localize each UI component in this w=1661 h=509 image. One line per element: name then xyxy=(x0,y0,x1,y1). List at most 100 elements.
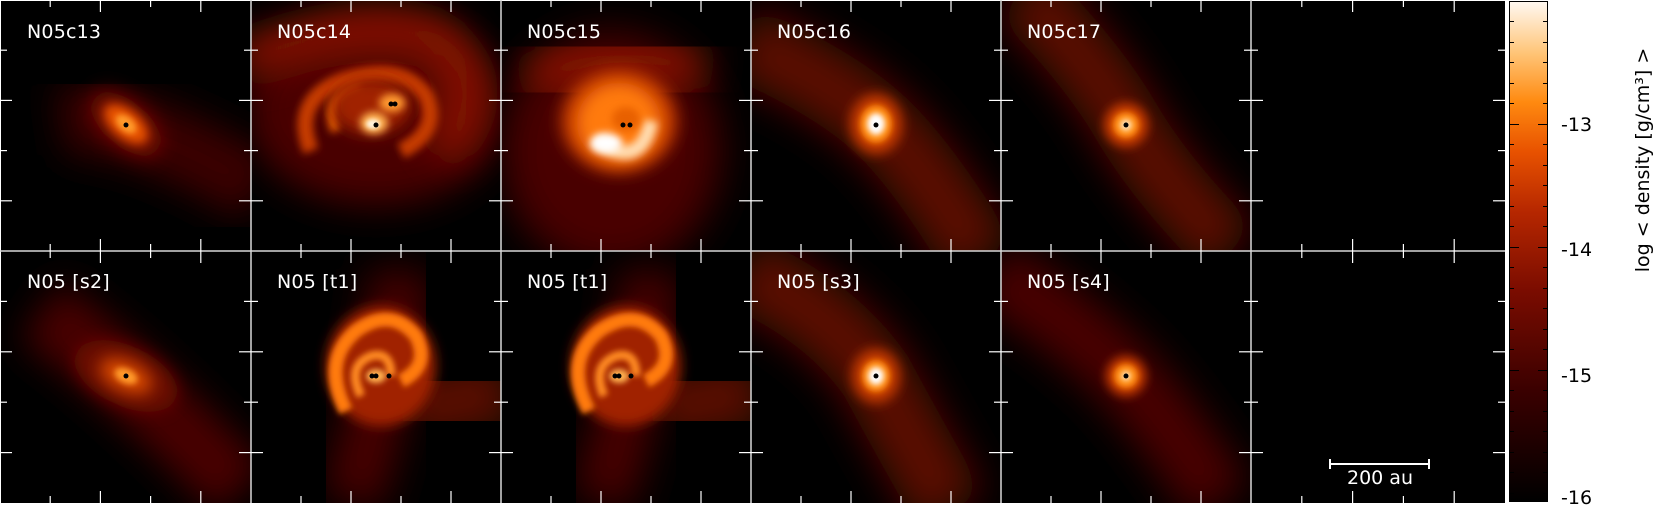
colorbar-tick-label: -15 xyxy=(1561,365,1593,387)
colorbar-minor-tick xyxy=(1509,164,1514,166)
colorbar-minor-tick xyxy=(1509,185,1514,186)
colorbar-minor-tick xyxy=(1543,82,1548,84)
colorbar-minor-tick xyxy=(1509,369,1519,371)
scale-bar xyxy=(1329,459,1430,469)
panel-label: N05c16 xyxy=(777,21,852,43)
colorbar-minor-tick xyxy=(1543,287,1548,289)
panel-n05-s3: N05 [s3] xyxy=(751,251,1001,503)
sink-particle xyxy=(627,122,633,128)
sink-particle xyxy=(616,373,622,379)
panel-label: N05c13 xyxy=(27,21,102,43)
colorbar-minor-tick xyxy=(1509,451,1514,453)
colorbar-minor-tick xyxy=(1543,21,1548,22)
scale-bar-cap-right xyxy=(1428,459,1430,469)
colorbar-minor-tick xyxy=(1509,246,1519,248)
colorbar-minor-tick xyxy=(1543,144,1548,145)
colorbar-minor-tick xyxy=(1543,451,1548,453)
colorbar-minor-tick xyxy=(1543,431,1548,432)
panel-label: N05 [t1] xyxy=(527,271,608,293)
sink-particle xyxy=(612,373,618,379)
sink-particle xyxy=(373,373,379,379)
panel-label: N05 [s3] xyxy=(777,271,860,293)
panel-n05c13: N05c13 xyxy=(1,1,251,251)
colorbar-minor-tick xyxy=(1543,41,1548,43)
density-image xyxy=(751,251,984,503)
colorbar-minor-tick xyxy=(1543,328,1548,330)
sink-particle xyxy=(123,122,129,128)
sink-particle xyxy=(620,122,626,128)
sink-particle xyxy=(388,101,394,107)
density-image xyxy=(20,282,251,503)
colorbar-minor-tick xyxy=(1509,349,1514,350)
scale-bar-label: 200 au xyxy=(1347,467,1413,489)
density-image xyxy=(251,9,501,206)
colorbar-minor-tick xyxy=(1543,390,1548,391)
panel-n05c16: N05c16 xyxy=(751,1,1001,251)
colorbar-minor-tick xyxy=(1538,123,1548,125)
sink-particle xyxy=(873,373,879,379)
panel-label: N05 [s4] xyxy=(1027,271,1110,293)
colorbar-minor-tick xyxy=(1543,410,1548,412)
colorbar-minor-tick xyxy=(1509,308,1514,309)
colorbar-minor-tick xyxy=(1509,226,1514,227)
colorbar-minor-tick xyxy=(1543,492,1548,494)
colorbar-minor-tick xyxy=(1543,103,1548,104)
colorbar-minor-tick xyxy=(1509,267,1514,268)
density-image xyxy=(1001,251,1251,503)
scale-bar-line xyxy=(1329,463,1430,465)
colorbar-minor-tick xyxy=(1509,492,1514,494)
density-image xyxy=(1001,1,1251,251)
colorbar-minor-tick xyxy=(1509,205,1514,207)
colorbar-minor-tick xyxy=(1543,472,1548,473)
sink-particle xyxy=(1123,122,1129,128)
panel-label: N05c17 xyxy=(1027,21,1102,43)
colorbar-minor-tick xyxy=(1509,41,1514,43)
sink-particle xyxy=(628,373,634,379)
panel-label: N05c14 xyxy=(277,21,352,43)
colorbar-minor-tick xyxy=(1543,267,1548,268)
density-image xyxy=(571,267,751,503)
panel-n05-s2: N05 [s2] xyxy=(1,251,251,503)
colorbar-tick-label: -16 xyxy=(1561,487,1593,509)
panel-n05c14: N05c14 xyxy=(251,1,501,251)
colorbar xyxy=(1509,1,1548,502)
sink-particle xyxy=(873,122,879,128)
colorbar-minor-tick xyxy=(1543,205,1548,207)
colorbar-minor-tick xyxy=(1543,226,1548,227)
density-image xyxy=(751,6,1001,251)
colorbar-minor-tick xyxy=(1538,246,1548,248)
colorbar-minor-tick xyxy=(1509,410,1514,412)
colorbar-minor-tick xyxy=(1509,62,1514,63)
colorbar-minor-tick xyxy=(1509,328,1514,330)
colorbar-minor-tick xyxy=(1509,472,1514,473)
colorbar-minor-tick xyxy=(1509,390,1514,391)
panel-n05-t1-a: N05 [t1] xyxy=(251,251,501,503)
colorbar-minor-tick xyxy=(1509,103,1514,104)
colorbar-minor-tick xyxy=(1509,123,1519,125)
colorbar-minor-tick xyxy=(1509,21,1514,22)
colorbar-minor-tick xyxy=(1543,164,1548,166)
colorbar-minor-tick xyxy=(1509,82,1514,84)
density-image xyxy=(322,267,501,503)
panel-empty-with-scalebar xyxy=(1251,251,1505,503)
sink-particle xyxy=(1123,373,1129,379)
panel-label: N05 [s2] xyxy=(27,271,110,293)
colorbar-minor-tick xyxy=(1509,144,1514,145)
panel-label: N05c15 xyxy=(527,21,602,43)
panel-empty xyxy=(1251,1,1505,251)
colorbar-minor-tick xyxy=(1509,287,1514,289)
colorbar-minor-tick xyxy=(1543,62,1548,63)
sink-particle xyxy=(373,122,379,128)
colorbar-minor-tick xyxy=(1543,349,1548,350)
colorbar-title: log < density [g/cm³] > xyxy=(1632,47,1654,273)
density-image xyxy=(501,31,721,251)
colorbar-minor-tick xyxy=(1543,185,1548,186)
colorbar-tick-label: -14 xyxy=(1561,239,1593,261)
density-image xyxy=(55,84,251,222)
scale-bar-cap-left xyxy=(1329,459,1331,469)
colorbar-minor-tick xyxy=(1509,431,1514,432)
sink-particle xyxy=(392,101,398,107)
panel-n05c17: N05c17 xyxy=(1001,1,1251,251)
panel-n05-t1-b: N05 [t1] xyxy=(501,251,751,503)
